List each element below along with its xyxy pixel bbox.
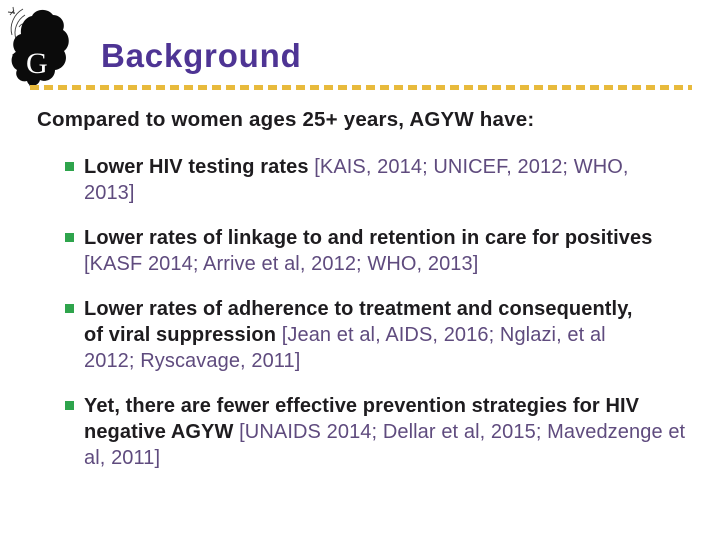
bullet-item-linkage-retention: Lower rates of linkage to and retention … xyxy=(65,225,705,277)
organization-logo-icon: G xyxy=(7,6,69,89)
bullet-citation: [KASF 2014; Arrive et al, 2012; WHO, 201… xyxy=(84,253,479,275)
bullet-citation: [UNAIDS 2014; Dellar et al, 2015; Mavedz… xyxy=(84,421,686,469)
slide-title: Background xyxy=(101,37,302,74)
bullet-item-hiv-testing: Lower HIV testing rates [KAIS, 2014; UNI… xyxy=(65,154,705,206)
bullet-item-prevention-strategies: Yet, there are fewer effective preventio… xyxy=(65,393,705,471)
bullet-citation: [KAIS, 2014; UNICEF, 2012; WHO, 2013] xyxy=(84,156,629,204)
square-bullet-icon xyxy=(65,233,74,242)
bullet-text: Yet, there are fewer effective preventio… xyxy=(84,393,696,471)
lead-in-heading: Compared to women ages 25+ years, AGYW h… xyxy=(37,108,535,131)
square-bullet-icon xyxy=(65,304,74,313)
bullet-main-text: Lower rates of adherence to treatment an… xyxy=(84,298,633,346)
bullet-list: Lower HIV testing rates [KAIS, 2014; UNI… xyxy=(65,154,705,490)
square-bullet-icon xyxy=(65,162,74,171)
logo-silhouette xyxy=(11,9,69,89)
bullet-text: Lower rates of linkage to and retention … xyxy=(84,225,664,277)
bullet-text: Lower HIV testing rates [KAIS, 2014; UNI… xyxy=(84,154,642,206)
bullet-citation: [Jean et al, AIDS, 2016; Nglazi, et al 2… xyxy=(84,324,606,372)
bullet-main-text: Yet, there are fewer effective preventio… xyxy=(84,395,640,443)
bullet-item-adherence-suppression: Lower rates of adherence to treatment an… xyxy=(65,296,705,374)
bullet-text: Lower rates of adherence to treatment an… xyxy=(84,296,644,374)
dashed-divider xyxy=(30,85,692,90)
logo-letter: G xyxy=(26,47,48,80)
bullet-main-text: Lower HIV testing rates xyxy=(84,156,315,178)
square-bullet-icon xyxy=(65,401,74,410)
bullet-main-text: Lower rates of linkage to and retention … xyxy=(84,227,653,249)
